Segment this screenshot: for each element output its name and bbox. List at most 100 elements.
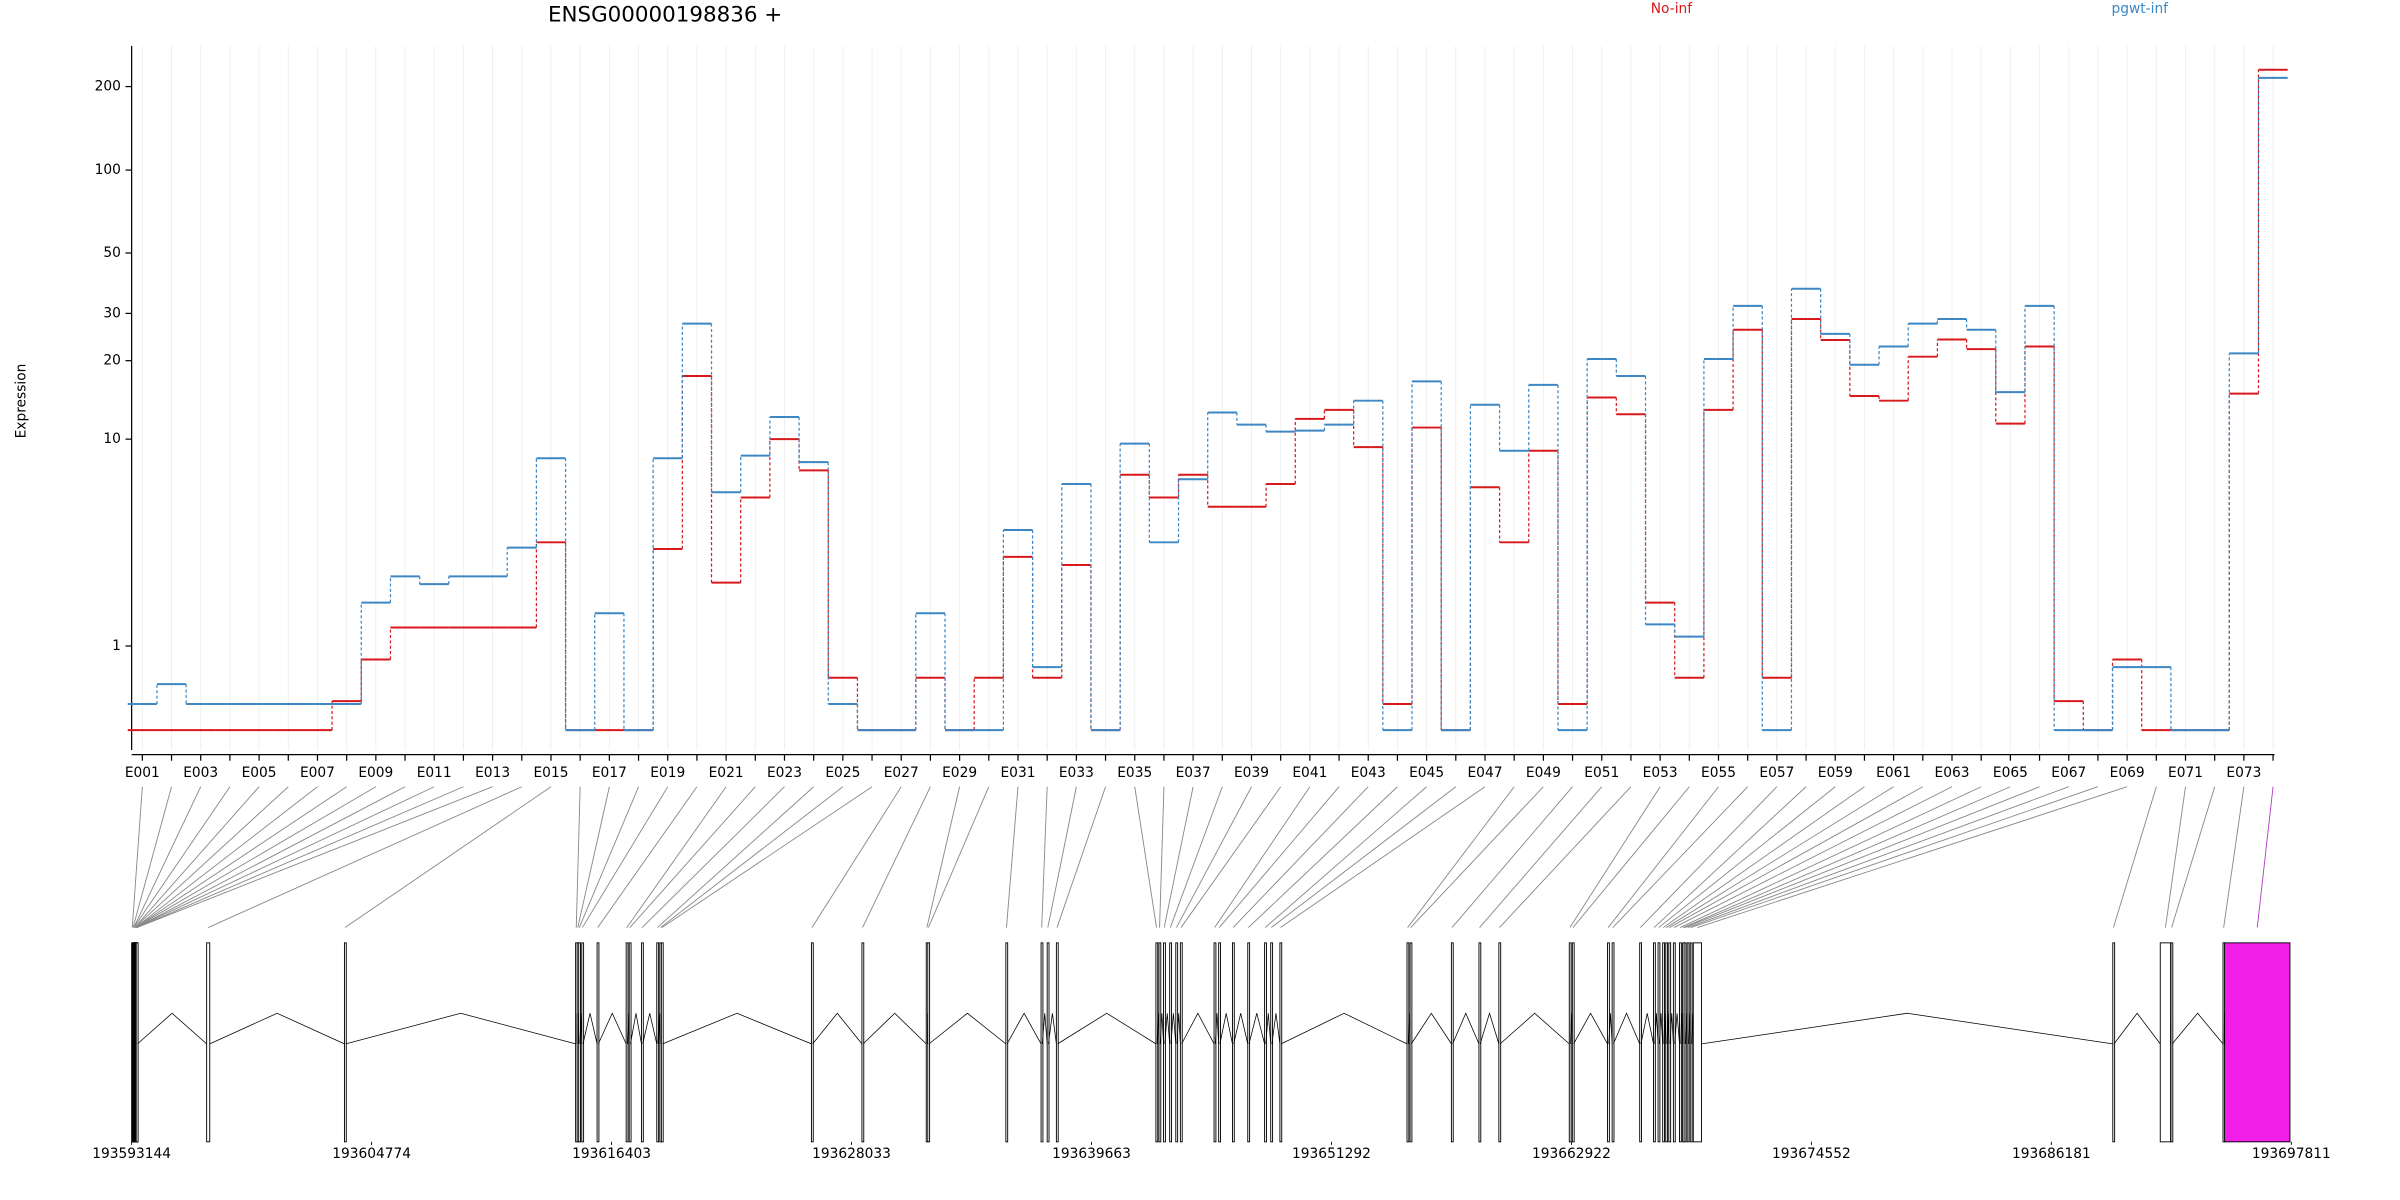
intron [1271,1013,1281,1044]
exon-connector [136,786,493,928]
x-tick-label: E021 [709,765,744,781]
x-tick-label: E063 [1935,765,1970,781]
x-tick-label: E069 [2110,765,2145,781]
x-tick-label: E067 [2051,765,2086,781]
exon-connector [1697,786,2128,928]
intron [597,1012,627,1045]
exon-connector [208,786,522,928]
intron [2171,1012,2224,1045]
intron [1608,1013,1613,1044]
exon-connector [1169,786,1223,928]
intron [1499,1012,1570,1045]
exon [1158,942,1162,1143]
chart-title: ENSG00000198836 + [548,2,782,27]
x-tick-label: E057 [1759,765,1794,781]
exon [206,942,211,1143]
exon-connector [1612,786,1749,928]
exon-connector [641,786,785,928]
exon-connector [597,786,698,928]
exon-connector [661,786,873,928]
x-tick-label: E043 [1351,765,1386,781]
exon-connector [926,786,961,928]
exon [135,942,139,1143]
x-tick-label: E041 [1292,765,1327,781]
intron [1701,1012,2113,1045]
exon-connector [1041,786,1048,928]
intron [1280,1012,1408,1045]
exon-connector [1006,786,1019,928]
x-tick-label: E015 [533,765,568,781]
exon-connector [135,786,406,928]
exon [1175,942,1179,1143]
exon-connector [135,786,435,928]
intron [1654,1013,1659,1044]
y-tick-label: 200 [95,79,121,95]
exon-connector [657,786,814,928]
exon [1163,942,1166,1143]
exon-connector [581,786,669,928]
x-tick-label: 193628033 [812,1146,891,1162]
y-tick-label: 1 [112,638,121,654]
x-tick-label: E073 [2226,765,2261,781]
exon-connector [1134,786,1157,928]
exon-connector [1176,786,1252,928]
exon [2224,942,2291,1143]
exon-connector [862,786,931,928]
exon-connector [1684,786,2040,928]
exon-connector [135,786,377,928]
intron [1048,1013,1057,1044]
x-tick-label: E037 [1176,765,1211,781]
exon-connector [1653,786,1807,928]
exon-connector [1271,786,1457,928]
exon-connector [1639,786,1778,928]
y-tick-label: 30 [103,305,121,321]
exon-connector [1047,786,1077,928]
x-tick-label: 193616403 [572,1146,651,1162]
x-tick-label: E049 [1526,765,1561,781]
x-tick-label: 193639663 [1052,1146,1131,1162]
exon-connector [344,786,552,928]
exon [2159,942,2172,1143]
x-tick-label: E003 [183,765,218,781]
x-tick-label: 193686181 [2012,1146,2091,1162]
exon [1270,942,1274,1143]
x-tick-label: 193697811 [2252,1146,2331,1162]
exon [1672,942,1676,1143]
x-tick-label: E005 [242,765,277,781]
x-tick-label: E019 [650,765,685,781]
exon-connector [1673,786,1953,928]
x-tick-label: E031 [1000,765,1035,781]
exon-connector [1658,786,1836,928]
y-tick-label: 50 [103,245,121,261]
exon-connector [1410,786,1544,928]
exon-connector [1159,786,1165,928]
exon-connector [2112,786,2157,928]
exon-connector [1687,786,2069,928]
exon [1046,942,1050,1143]
y-tick-label: 100 [95,162,121,178]
exon-connector [2171,786,2216,928]
exon-connector [1232,786,1369,928]
exon-connector [131,786,143,928]
exon-connector [1218,786,1340,928]
exon [927,942,931,1143]
exon-connector [1690,786,2099,928]
exon-connector [1679,786,1982,928]
x-tick-label: E061 [1876,765,1911,781]
exon-connector [629,786,756,928]
x-tick-label: 193651292 [1292,1146,1371,1162]
intron [1479,1011,1500,1044]
exon-connector [134,786,260,928]
exon [1213,942,1217,1143]
intron [662,1012,812,1045]
intron [928,1012,1007,1045]
exon-connector [1572,786,1690,928]
exon-connector [1180,786,1282,928]
x-tick-label: E025 [825,765,860,781]
exon-connector [1479,786,1603,928]
intron [1233,1013,1249,1044]
x-tick-label: E013 [475,765,510,781]
intron [1452,1012,1480,1045]
exon-connector [1407,786,1515,928]
x-tick-label: 193662922 [1532,1146,1611,1162]
